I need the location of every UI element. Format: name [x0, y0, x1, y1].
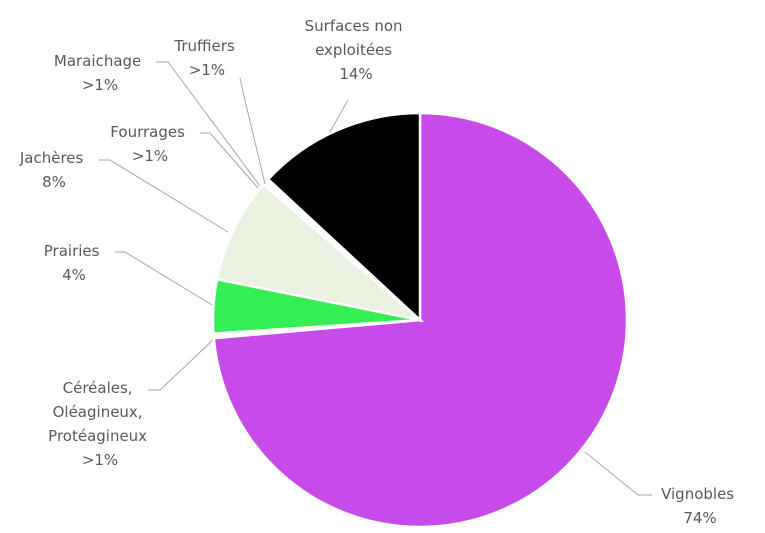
label-vignobles: Vignobles 74% — [661, 485, 739, 527]
label-maraichage: Maraichage >1% — [54, 52, 146, 94]
label-cereales: Céréales, Oléagineux, Protéagineux >1% — [48, 379, 152, 469]
label-prairies: Prairies 4% — [44, 242, 104, 284]
pie-slice-jacheres — [215, 182, 425, 323]
leader-line-truffiers — [239, 77, 266, 185]
label-surfaces: Surfaces non exploitées 14% — [305, 17, 408, 83]
label-fourrages: Fourrages >1% — [110, 123, 189, 165]
leader-line-prairies — [115, 251, 213, 306]
leader-lines — [98, 61, 652, 496]
pie-slice-surfaces — [266, 111, 422, 323]
leader-line-vignobles — [584, 451, 652, 496]
label-jacheres: Jachères 8% — [19, 149, 88, 191]
leader-line-maraichage — [156, 61, 261, 187]
leader-line-fourrages — [200, 132, 259, 189]
leader-line-jacheres — [98, 159, 229, 233]
label-truffiers: Truffiers >1% — [173, 37, 239, 79]
leader-line-surfaces — [329, 99, 349, 133]
pie-slices — [211, 111, 629, 529]
leader-line-cereales — [148, 339, 214, 391]
